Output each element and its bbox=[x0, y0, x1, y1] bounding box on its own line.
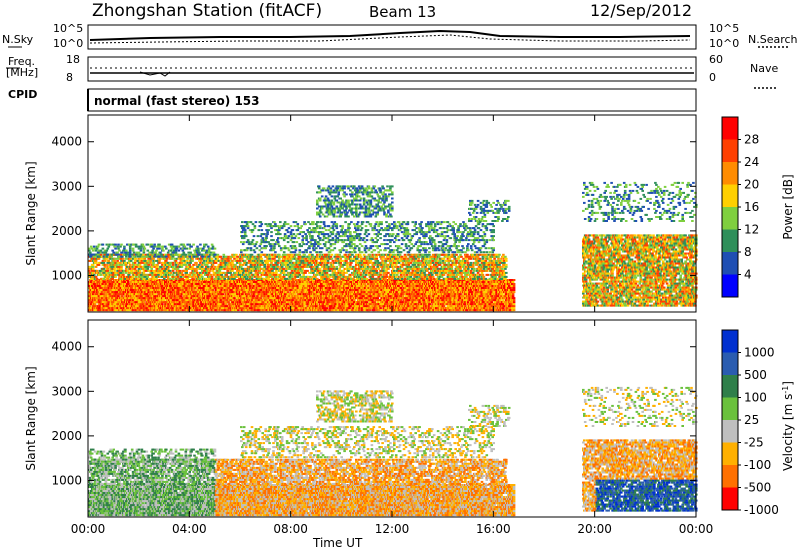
heatmap-cell bbox=[161, 303, 164, 305]
heatmap-cell bbox=[121, 295, 124, 297]
heatmap-cell bbox=[163, 299, 166, 301]
heatmap-cell bbox=[117, 295, 120, 297]
power-heatmap bbox=[88, 115, 698, 312]
heatmap-cell bbox=[154, 293, 157, 295]
noise-panel bbox=[8, 25, 788, 49]
heatmap-cell bbox=[127, 281, 130, 283]
freq-panel bbox=[6, 57, 778, 88]
heatmap-cell bbox=[89, 305, 92, 307]
cpid-panel bbox=[88, 89, 696, 111]
heatmap-cell bbox=[94, 303, 97, 305]
heatmap-cell bbox=[143, 301, 146, 303]
plot-canvas: 1000200030004000Slant Range [km]10002000… bbox=[0, 0, 800, 554]
